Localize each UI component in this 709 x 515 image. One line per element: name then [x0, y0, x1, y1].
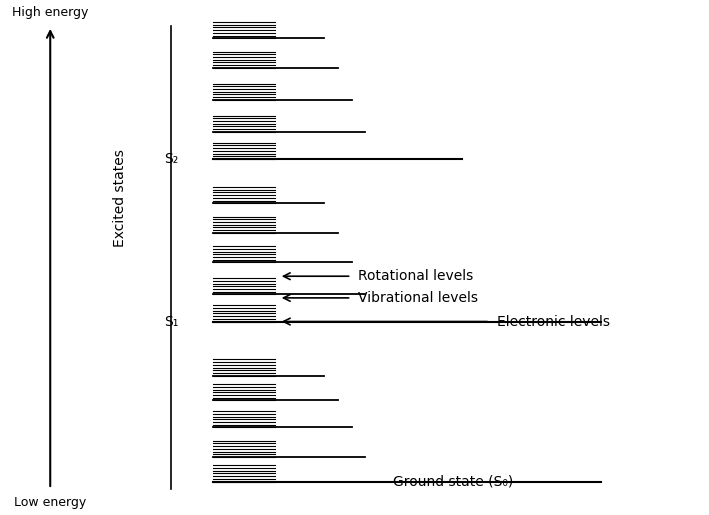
- Text: S₁: S₁: [164, 315, 179, 329]
- Text: Vibrational levels: Vibrational levels: [359, 291, 479, 305]
- Text: S₂: S₂: [164, 152, 179, 166]
- Text: Ground state (S₀): Ground state (S₀): [393, 475, 513, 489]
- Text: Rotational levels: Rotational levels: [359, 269, 474, 283]
- Text: Low energy: Low energy: [14, 496, 86, 509]
- Text: Excited states: Excited states: [113, 149, 126, 247]
- Text: Electronic levels: Electronic levels: [497, 315, 610, 329]
- Text: High energy: High energy: [12, 6, 89, 19]
